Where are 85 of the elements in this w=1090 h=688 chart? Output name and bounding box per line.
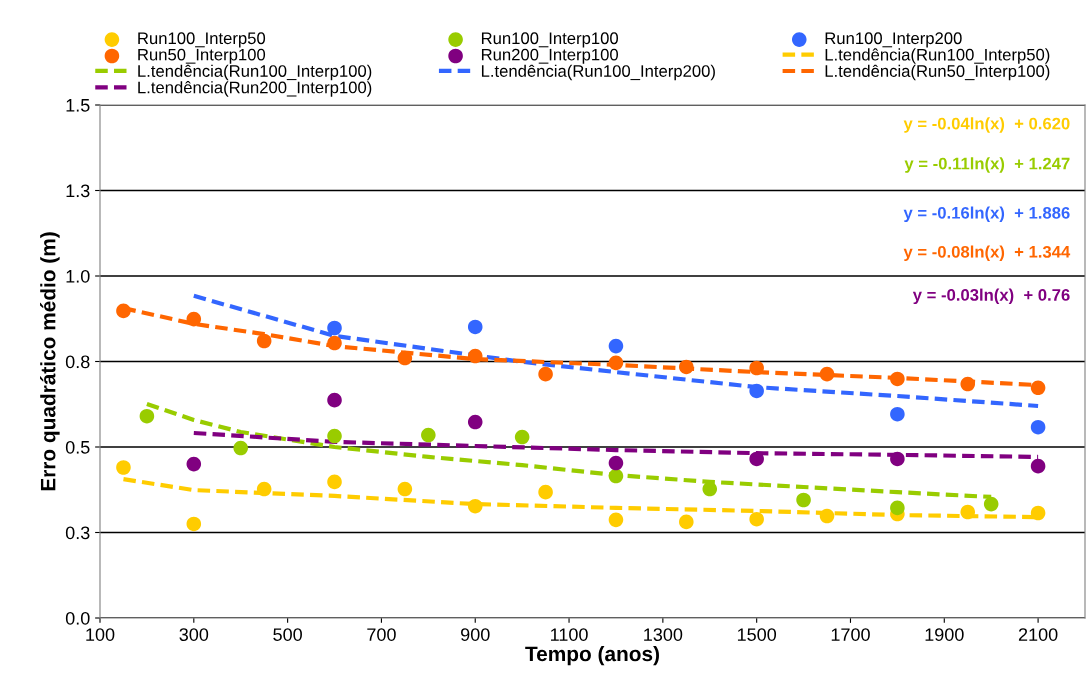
point bbox=[749, 451, 764, 467]
point bbox=[397, 481, 413, 497]
annotation: y = -0.11ln(x) + 1.247 bbox=[904, 157, 1070, 173]
point bbox=[1030, 505, 1046, 521]
point bbox=[397, 350, 413, 366]
point bbox=[186, 311, 202, 327]
point bbox=[796, 492, 811, 508]
y-tick-label: 0.3 bbox=[65, 526, 90, 540]
point bbox=[538, 366, 553, 382]
point bbox=[608, 468, 624, 484]
x-tick-label: 2100 bbox=[1018, 628, 1058, 641]
legend-label: L.tendência(Run100_Interp50) bbox=[825, 48, 1050, 64]
point bbox=[467, 414, 483, 430]
point bbox=[467, 319, 483, 335]
point bbox=[116, 460, 131, 475]
point bbox=[1030, 458, 1046, 474]
point bbox=[538, 484, 553, 500]
point bbox=[116, 303, 131, 319]
point bbox=[467, 498, 483, 514]
legend-label: Run100_Interp200 bbox=[825, 32, 962, 48]
point bbox=[890, 406, 905, 422]
x-tick-label: 300 bbox=[179, 628, 209, 641]
legend-label: Run50_Interp100 bbox=[138, 48, 266, 64]
legend-label: Run100_Interp50 bbox=[138, 32, 266, 48]
point bbox=[702, 481, 718, 497]
annotation: y = -0.08ln(x) + 1.344 bbox=[903, 245, 1071, 262]
point bbox=[679, 359, 694, 375]
legend-label: L.tendência(Run100_Interp200) bbox=[481, 64, 715, 81]
x-tick-label: 1900 bbox=[925, 628, 964, 641]
point bbox=[819, 508, 835, 524]
point bbox=[327, 392, 342, 408]
point bbox=[327, 320, 342, 336]
point bbox=[256, 481, 272, 497]
point bbox=[890, 451, 905, 467]
point bbox=[749, 511, 764, 527]
point bbox=[749, 360, 764, 376]
point bbox=[514, 429, 530, 445]
x-tick-label: 1100 bbox=[551, 628, 588, 641]
legend-label: L.tendência(Run50_Interp100) bbox=[825, 64, 1050, 81]
x-tick-label: 1700 bbox=[831, 628, 870, 641]
y-tick-label: 0.8 bbox=[65, 355, 90, 369]
legend-label: L.tendência(Run100_Interp100) bbox=[138, 64, 372, 81]
point bbox=[139, 408, 155, 424]
point bbox=[233, 440, 248, 456]
y-tick-label: 1.3 bbox=[66, 184, 90, 198]
x-tick-label: 900 bbox=[461, 628, 490, 641]
point bbox=[960, 376, 976, 392]
point bbox=[960, 504, 976, 520]
x-tick-label: 1300 bbox=[644, 628, 683, 641]
point bbox=[256, 333, 272, 349]
x-axis-title: Tempo (anos) bbox=[525, 645, 659, 666]
y-tick-label: 1.5 bbox=[66, 99, 90, 112]
legend-label: Run200_Interp100 bbox=[481, 48, 619, 64]
point bbox=[186, 456, 202, 472]
legend-label: L.tendência(Run200_Interp100) bbox=[138, 81, 372, 97]
point bbox=[679, 514, 694, 530]
point bbox=[819, 366, 835, 382]
point bbox=[1030, 380, 1046, 396]
y-tick-label: 0.0 bbox=[65, 611, 90, 625]
point bbox=[327, 428, 342, 444]
point bbox=[327, 335, 342, 351]
point bbox=[608, 512, 624, 528]
x-tick-label: 500 bbox=[273, 628, 302, 641]
y-tick-label: 0.5 bbox=[65, 440, 90, 454]
y-tick-label: 1.0 bbox=[66, 269, 90, 283]
point bbox=[1030, 419, 1046, 435]
x-tick-label: 1500 bbox=[737, 628, 777, 641]
annotation: y = -0.03ln(x) + 0.76 bbox=[912, 288, 1070, 305]
legend-label: Run100_Interp100 bbox=[481, 32, 619, 48]
annotation: y = -0.16ln(x) + 1.886 bbox=[903, 206, 1070, 223]
point bbox=[890, 500, 905, 516]
x-tick-label: 700 bbox=[367, 628, 396, 641]
point bbox=[421, 427, 436, 443]
point bbox=[608, 338, 624, 354]
point bbox=[186, 516, 202, 532]
x-tick-label: 100 bbox=[86, 628, 115, 641]
annotation: y = -0.04ln(x) + 0.620 bbox=[903, 117, 1070, 133]
point bbox=[327, 474, 342, 490]
point bbox=[608, 455, 624, 471]
point bbox=[467, 348, 483, 364]
point bbox=[890, 371, 905, 387]
point bbox=[983, 496, 999, 512]
point bbox=[749, 383, 764, 399]
y-axis-title: Erro quadrático médio (m) bbox=[40, 232, 60, 491]
point bbox=[608, 355, 624, 371]
